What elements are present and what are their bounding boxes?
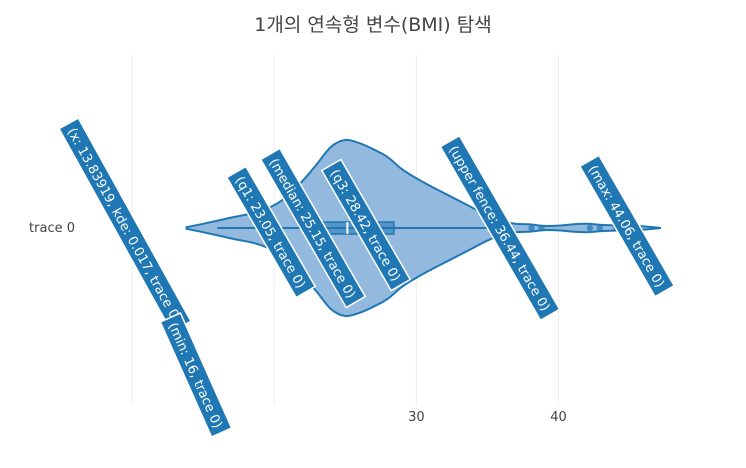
x-tick-label: 30 <box>408 410 425 425</box>
hover-label: (min: 16, trace 0) <box>159 312 233 438</box>
outlier-point[interactable] <box>528 224 535 232</box>
hover-label-box <box>259 147 367 309</box>
chart-title: 1개의 연속형 변수(BMI) 탐색 <box>254 14 491 36</box>
outlier-point[interactable] <box>538 224 545 232</box>
x-tick-label: 40 <box>550 410 567 425</box>
hover-label-box <box>439 134 561 322</box>
hover-label-text: (min: 16, trace 0) <box>165 321 225 431</box>
x-axis-ticks: 30 40 <box>408 410 567 425</box>
hover-label-box <box>225 165 317 299</box>
hover-label-text: (x: 13.83919, kde: 0.017, trace 0) <box>64 126 184 326</box>
hover-label: (x: 13.83919, kde: 0.017, trace 0) <box>58 117 192 333</box>
outlier-point[interactable] <box>586 224 593 232</box>
outlier-point[interactable] <box>596 224 603 232</box>
hover-label-box <box>320 158 412 292</box>
hover-label-box <box>578 154 676 298</box>
category-label: trace 0 <box>29 221 75 236</box>
hover-label-box <box>159 312 233 438</box>
